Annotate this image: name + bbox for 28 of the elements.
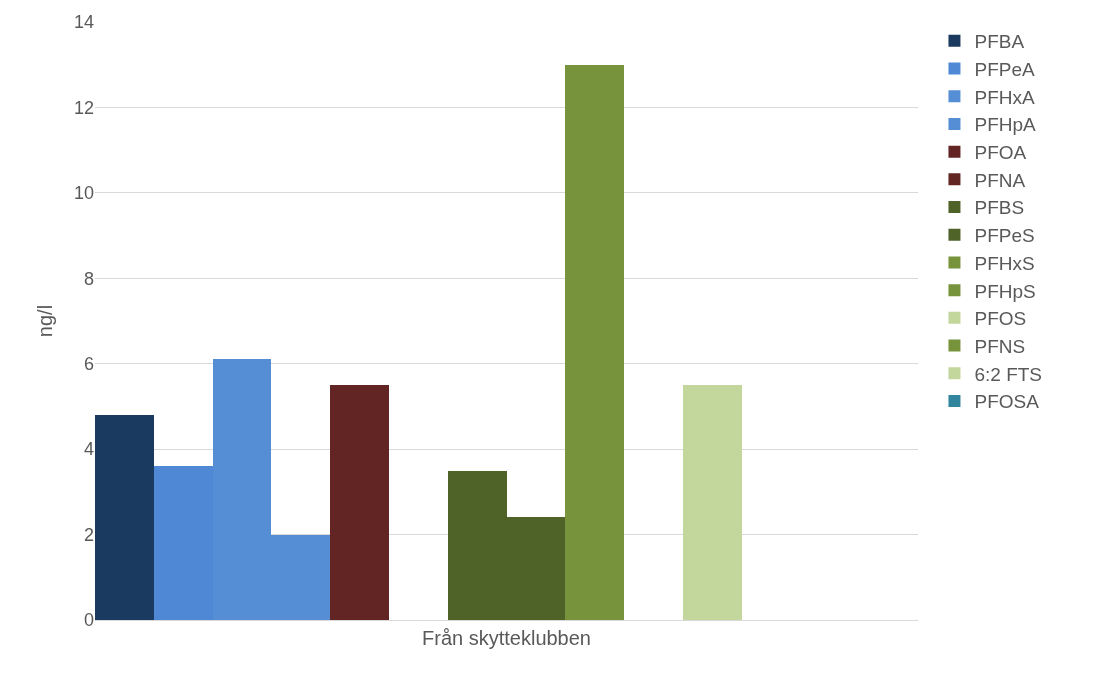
y-tick-label: 12	[73, 97, 94, 118]
y-tick-label: 6	[83, 354, 94, 375]
legend-label: PFNA	[974, 169, 1026, 191]
y-axis-title: ng/l	[34, 304, 57, 338]
y-tick-label: 10	[73, 183, 94, 204]
legend-label: PFHxS	[974, 252, 1035, 274]
legend-label: PFPeS	[974, 225, 1035, 247]
legend-label: 6:2 FTS	[974, 363, 1043, 385]
legend-label: PFOSA	[974, 391, 1040, 413]
legend-label: PFHpA	[974, 114, 1037, 136]
y-tick-label: 14	[73, 12, 94, 33]
legend-label: PFBS	[974, 197, 1025, 219]
legend-label: PFNS	[974, 335, 1026, 357]
legend-label: PFPeA	[974, 58, 1035, 80]
legend-label: PFHxA	[974, 86, 1035, 108]
y-tick-label: 4	[83, 439, 94, 460]
bar	[95, 415, 154, 620]
y-tick-label: 8	[83, 268, 94, 289]
legend-label: PFOA	[974, 142, 1027, 164]
x-tick-label: Från skytteklubben	[422, 627, 591, 649]
legend-label: PFBA	[974, 31, 1025, 53]
y-tick-label: 0	[83, 610, 94, 631]
bar	[683, 385, 742, 620]
y-tick-label: 2	[83, 524, 94, 545]
legend-label: PFHpS	[974, 280, 1036, 302]
bar	[330, 385, 389, 620]
bar	[565, 65, 624, 620]
legend-label: PFOS	[974, 308, 1027, 330]
